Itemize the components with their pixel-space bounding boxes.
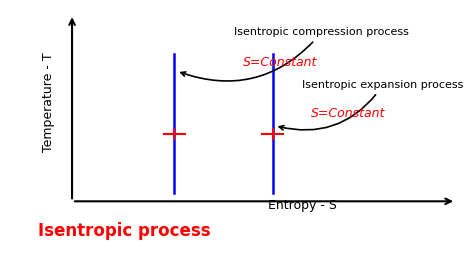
- Text: Temperature - T: Temperature - T: [42, 53, 55, 152]
- Text: Isentropic process: Isentropic process: [38, 222, 210, 240]
- Text: Entropy - S: Entropy - S: [268, 199, 337, 212]
- Text: Isentropic compression process: Isentropic compression process: [181, 27, 409, 81]
- Text: Isentropic expansion process: Isentropic expansion process: [279, 80, 464, 130]
- Text: S=Constant: S=Constant: [311, 107, 385, 120]
- Text: S=Constant: S=Constant: [243, 56, 317, 69]
